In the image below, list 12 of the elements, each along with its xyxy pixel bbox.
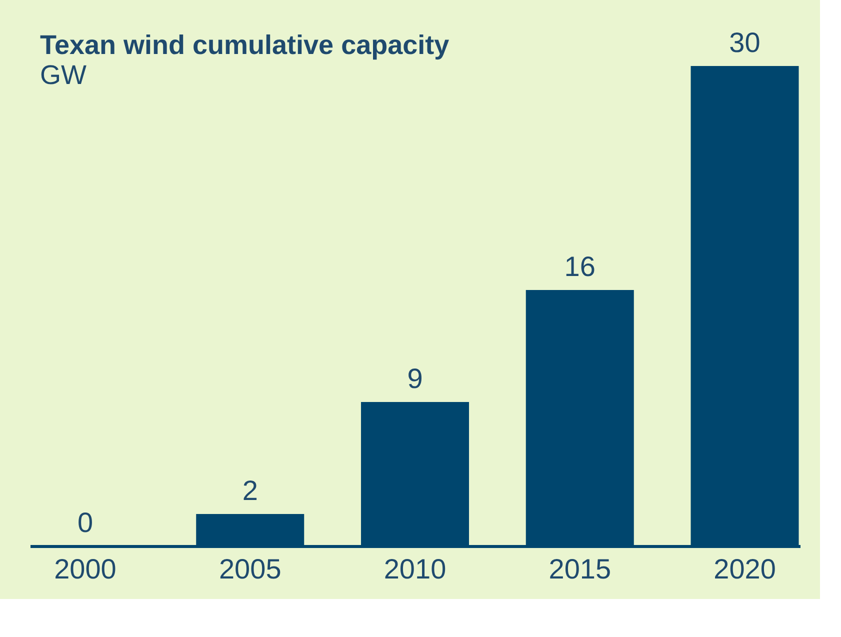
data-label: 9 (407, 363, 423, 394)
x-tick-label: 2020 (714, 554, 776, 584)
data-label: 30 (729, 27, 760, 58)
x-tick-label: 2005 (218, 554, 282, 584)
chart-subtitle: GW (40, 60, 87, 90)
x-tick-label: 2000 (54, 554, 116, 584)
chart-title: Texan wind cumulative capacity (40, 30, 450, 60)
x-tick-label: 2015 (548, 554, 612, 584)
data-label: 2 (242, 475, 258, 506)
x-tick-label: 2010 (384, 554, 446, 584)
data-label: 16 (564, 251, 596, 282)
data-label: 0 (77, 507, 94, 538)
